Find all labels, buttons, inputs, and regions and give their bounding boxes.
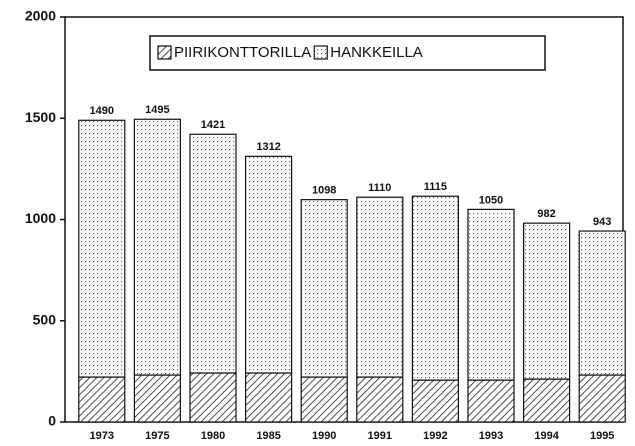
bar-segment [411,195,459,381]
bar-total-label: 943 [593,216,611,228]
bar-segment [522,378,571,423]
bar-total-label: 1098 [312,185,336,197]
bar-total-label: 1050 [479,194,503,206]
bar-segment [189,372,237,423]
x-tick-label: 1985 [256,430,280,442]
x-tick-label: 1973 [90,430,114,442]
y-tick-label: 500 [33,311,57,327]
bar-total-label: 1490 [90,105,114,117]
bar-total-label: 1110 [368,182,391,194]
x-tick-label: 1992 [423,430,447,442]
bar-segment [467,208,515,381]
bar-segment [467,379,515,423]
bar-segment [78,119,126,378]
x-tick-label: 1975 [145,430,169,442]
x-tick-label: 1994 [534,430,559,442]
bar-segment [189,133,237,374]
legend-box [149,35,546,71]
bar-segment [356,376,404,423]
bar-segment [411,379,459,423]
bar-segment [133,374,181,423]
y-tick-label: 0 [48,413,56,429]
bar-segment [133,118,181,376]
y-tick-label: 1500 [25,109,56,125]
y-tick-label: 1000 [25,210,56,226]
x-tick-label: 1995 [590,430,614,442]
bar-segment [578,374,626,423]
bar-segment [245,372,293,423]
bar-total-label: 1495 [145,104,169,116]
bar-segment [522,222,571,380]
x-tick-label: 1980 [201,430,225,442]
bar-total-label: 1115 [424,181,447,193]
bar-segment [356,196,404,378]
bar-segment [300,376,348,423]
legend-swatch [157,45,172,60]
legend-label: PIIRIKONTTORILLA [174,44,311,61]
bar-total-label: 1312 [256,141,280,153]
legend-label: HANKKEILLA [330,44,423,61]
legend-swatch [313,45,328,60]
bar-total-label: 1421 [201,119,225,131]
bar-segment [78,376,126,423]
y-tick-label: 2000 [25,8,56,24]
bar-segment [300,199,348,378]
bar-total-label: 982 [537,208,555,220]
x-tick-label: 1993 [479,430,503,442]
x-tick-label: 1990 [312,430,336,442]
bar-segment [245,155,293,374]
bar-segment [578,230,626,376]
x-tick-label: 1991 [368,430,392,442]
